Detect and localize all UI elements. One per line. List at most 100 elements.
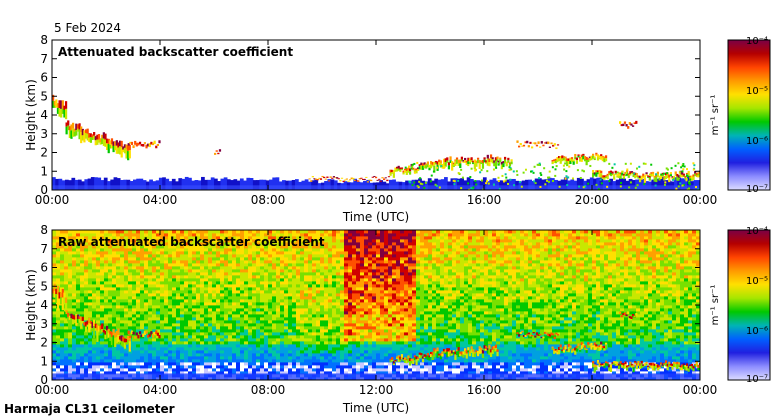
- backscatter-cell: [56, 314, 61, 318]
- cloud-cell: [606, 173, 609, 176]
- backscatter-cell: [248, 236, 253, 240]
- backscatter-cell: [120, 371, 125, 375]
- backscatter-cell: [68, 371, 73, 375]
- backscatter-cell: [216, 269, 221, 273]
- backscatter-cell: [344, 368, 349, 372]
- backscatter-cell: [292, 350, 297, 354]
- backscatter-cell: [280, 263, 285, 267]
- cloud-cell: [91, 134, 94, 138]
- cloud-cell: [574, 153, 577, 157]
- backscatter-cell: [332, 257, 337, 261]
- backscatter-cell: [148, 332, 153, 336]
- backscatter-cell: [220, 314, 225, 318]
- backscatter-cell: [104, 233, 109, 237]
- cloud-cell: [215, 150, 218, 152]
- backscatter-cell: [256, 317, 261, 321]
- backscatter-cell: [160, 365, 165, 369]
- backscatter-cell: [356, 329, 361, 333]
- backscatter-cell: [224, 269, 229, 273]
- backscatter-cell: [60, 236, 65, 240]
- backscatter-cell: [164, 362, 169, 366]
- cloud-cell: [433, 165, 436, 173]
- backscatter-cell: [164, 335, 169, 339]
- backscatter-cell: [252, 335, 257, 339]
- backscatter-cell: [264, 338, 269, 342]
- backscatter-cell: [160, 233, 165, 237]
- backscatter-cell: [192, 293, 197, 297]
- backscatter-cell: [364, 290, 369, 294]
- backscatter-cell: [144, 299, 149, 303]
- backscatter-cell: [304, 272, 309, 276]
- backscatter-cell: [212, 320, 217, 324]
- backscatter-cell: [140, 359, 145, 363]
- backscatter-cell: [180, 296, 185, 300]
- backscatter-cell: [132, 320, 137, 324]
- cloud-cell: [397, 165, 400, 169]
- backscatter-cell: [172, 368, 177, 372]
- backscatter-cell: [228, 245, 233, 249]
- backscatter-cell: [212, 290, 217, 294]
- backscatter-cell: [124, 353, 129, 357]
- backscatter-cell: [244, 293, 249, 297]
- backscatter-cell: [256, 371, 261, 375]
- backscatter-cell: [224, 368, 229, 372]
- backscatter-cell: [168, 233, 173, 237]
- backscatter-cell: [300, 338, 305, 342]
- backscatter-cell: [140, 239, 145, 243]
- cloud-cell: [593, 156, 596, 159]
- backscatter-cell: [340, 230, 345, 234]
- cloud-cell: [692, 174, 695, 177]
- backscatter-cell: [84, 335, 89, 339]
- backscatter-cell: [356, 323, 361, 327]
- backscatter-cell: [100, 239, 105, 243]
- backscatter-cell: [124, 266, 129, 270]
- x-axis-label: Time (UTC): [342, 210, 409, 224]
- cloud-cell: [110, 138, 114, 145]
- cloud-cell: [71, 128, 75, 137]
- backscatter-cell: [176, 308, 181, 312]
- backscatter-cell: [288, 359, 293, 363]
- backscatter-cell: [356, 239, 361, 243]
- backscatter-cell: [332, 272, 337, 276]
- backscatter-cell: [228, 317, 233, 321]
- clutter-cell: [697, 175, 700, 178]
- backscatter-cell: [68, 353, 73, 357]
- cloud-cell: [444, 158, 447, 163]
- cloud-cell: [510, 161, 513, 165]
- backscatter-cell: [136, 320, 141, 324]
- backscatter-cell: [100, 332, 105, 336]
- backscatter-cell: [332, 233, 337, 237]
- backscatter-cell: [204, 284, 209, 288]
- backscatter-cell: [288, 341, 293, 345]
- backscatter-cell: [272, 299, 277, 303]
- backscatter-cell: [208, 305, 213, 309]
- backscatter-cell: [104, 284, 109, 288]
- backscatter-cell: [264, 329, 269, 333]
- backscatter-cell: [364, 269, 369, 273]
- backscatter-cell: [364, 248, 369, 252]
- backscatter-cell: [96, 311, 101, 315]
- backscatter-cell: [308, 266, 313, 270]
- backscatter-cell: [160, 296, 165, 300]
- backscatter-cell: [308, 356, 313, 360]
- backscatter-cell: [52, 311, 57, 315]
- backscatter-cell: [80, 350, 85, 354]
- backscatter-cell: [136, 272, 141, 276]
- backscatter-cell: [208, 320, 213, 324]
- backscatter-cell: [348, 371, 353, 375]
- backscatter-cell: [116, 305, 121, 309]
- clutter-cell: [487, 182, 490, 185]
- backscatter-cell: [88, 350, 93, 354]
- backscatter-cell: [100, 180, 105, 190]
- backscatter-cell: [84, 233, 89, 237]
- backscatter-cell: [192, 353, 197, 357]
- backscatter-cell: [80, 356, 85, 360]
- backscatter-cell: [168, 302, 173, 306]
- clutter-cell: [635, 167, 638, 170]
- backscatter-cell: [192, 242, 197, 246]
- backscatter-cell: [160, 371, 165, 375]
- backscatter-cell: [164, 371, 169, 375]
- backscatter-cell: [120, 305, 125, 309]
- backscatter-cell: [112, 284, 117, 288]
- backscatter-cell: [260, 230, 265, 234]
